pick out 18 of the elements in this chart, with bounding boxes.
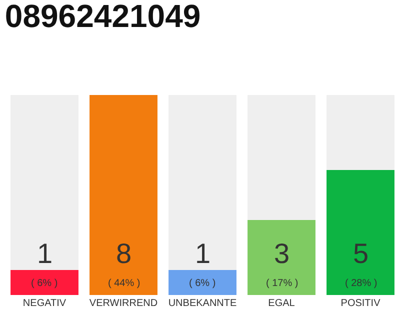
data-label: 8 (116, 238, 132, 269)
annotation: ( 6% ) (31, 278, 58, 289)
x-tick-label: POSITIV (340, 298, 381, 309)
data-label: 1 (195, 238, 211, 269)
x-tick-label: UNBEKANNTE (168, 298, 237, 309)
annotation: ( 6% ) (189, 278, 216, 289)
bar (168, 270, 236, 295)
data-label: 5 (353, 238, 369, 269)
x-tick-label: NEGATIV (22, 298, 66, 309)
annotation: ( 17% ) (266, 278, 298, 289)
x-tick-label: VERWIRREND (89, 298, 158, 309)
bar (10, 270, 78, 295)
data-label: 1 (37, 238, 53, 269)
x-tick-label: EGAL (268, 298, 296, 309)
annotation: ( 44% ) (108, 278, 140, 289)
data-label: 3 (274, 238, 290, 269)
chart-title: 08962421049 (4, 0, 201, 34)
annotation: ( 28% ) (345, 278, 378, 289)
